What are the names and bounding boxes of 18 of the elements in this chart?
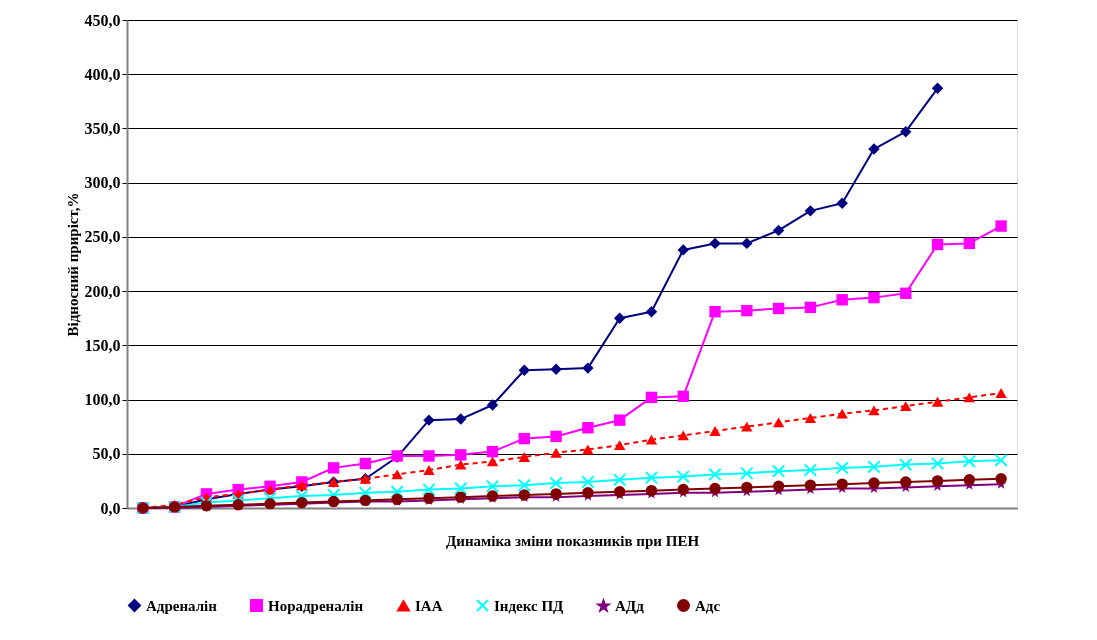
legend-label: Індекс ПД	[494, 597, 565, 614]
legend-label: АДд	[615, 598, 645, 615]
y-tick-label: 300,0	[84, 174, 121, 192]
legend-label: Адреналін	[146, 597, 218, 614]
y-axis-title: Відносний приріст,%	[64, 192, 81, 337]
y-tick-label: 200,0	[84, 282, 121, 300]
y-tick-label: 400,0	[84, 65, 121, 83]
y-tick-label: 150,0	[84, 336, 121, 354]
y-tick-label: 350,0	[84, 119, 121, 137]
y-tick-label: 250,0	[84, 228, 121, 246]
legend-label: Норадреналін	[268, 597, 364, 614]
legend-label: IAA	[415, 597, 443, 614]
y-tick-label: 50,0	[92, 445, 121, 463]
x-axis-title: Динаміка зміни показників при ПЕН	[445, 532, 700, 549]
y-tick-label: 0,0	[100, 499, 121, 517]
legend-label: Адс	[695, 597, 721, 614]
y-tick-label: 450,0	[84, 11, 121, 29]
y-tick-label: 100,0	[84, 391, 121, 409]
